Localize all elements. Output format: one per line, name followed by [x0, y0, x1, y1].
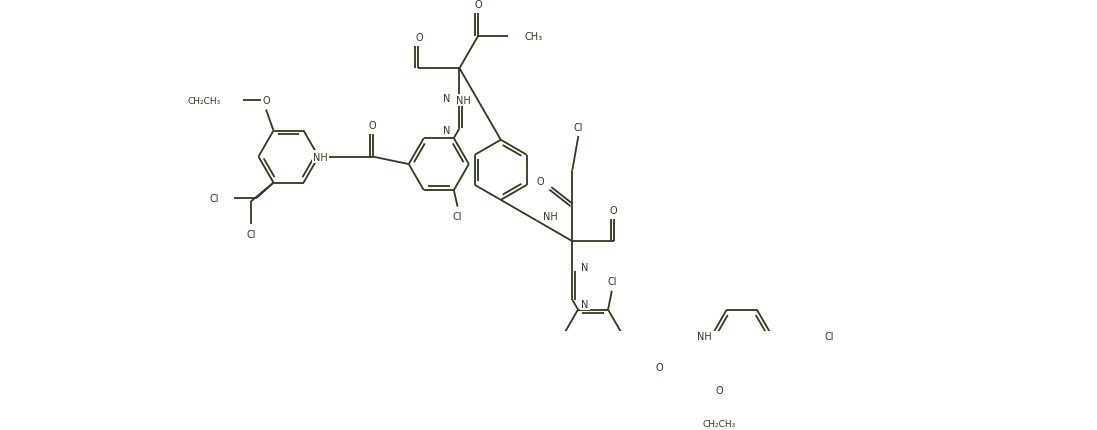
Text: O: O: [715, 385, 723, 395]
Text: O: O: [369, 121, 376, 131]
Text: Cl: Cl: [453, 212, 462, 222]
Text: NH: NH: [543, 212, 557, 221]
Text: Cl: Cl: [246, 229, 256, 239]
Text: Cl: Cl: [210, 193, 219, 203]
Text: CH₂CH₃: CH₂CH₃: [703, 419, 736, 428]
Text: Cl: Cl: [607, 276, 617, 286]
Text: Cl: Cl: [574, 123, 584, 133]
Text: NH: NH: [313, 152, 328, 162]
Text: O: O: [474, 0, 482, 10]
Text: O: O: [655, 362, 663, 372]
Text: O: O: [538, 177, 544, 187]
Text: CH₃: CH₃: [524, 31, 543, 42]
Text: O: O: [610, 205, 618, 215]
Text: Cl: Cl: [825, 331, 834, 341]
Text: N: N: [581, 299, 589, 309]
Text: N: N: [443, 126, 451, 135]
Text: NH: NH: [697, 331, 712, 341]
Text: O: O: [416, 33, 423, 43]
Text: N: N: [581, 263, 589, 273]
Text: CH₂CH₃: CH₂CH₃: [188, 97, 220, 106]
Text: N: N: [443, 94, 451, 104]
Text: O: O: [262, 96, 270, 106]
Text: NH: NH: [456, 96, 471, 106]
